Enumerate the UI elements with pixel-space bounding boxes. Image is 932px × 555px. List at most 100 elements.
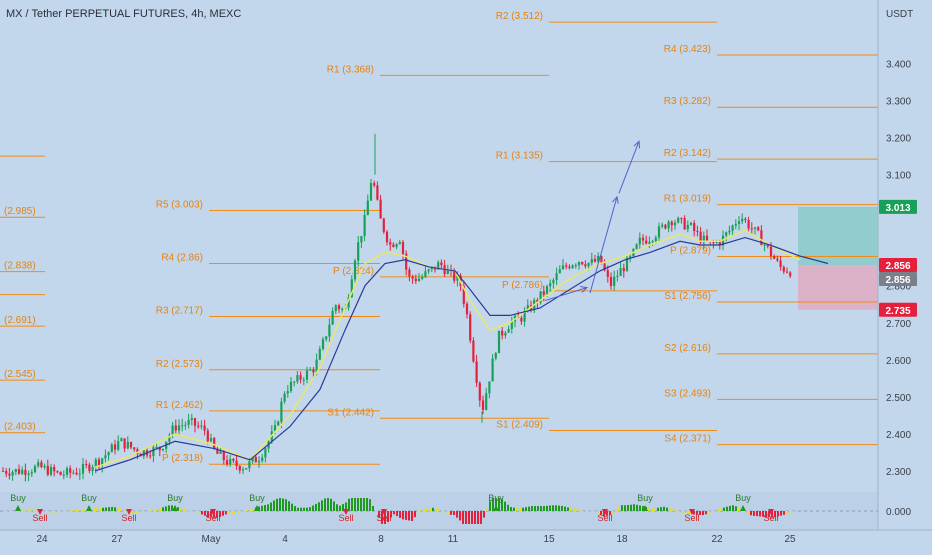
position-tool[interactable]: [798, 206, 878, 310]
oscillator-bar: [165, 506, 167, 511]
candle-body: [347, 297, 350, 308]
price-tick-label[interactable]: 2.500: [886, 393, 911, 404]
oscillator-bar: [150, 510, 152, 512]
price-tick-label[interactable]: 2.400: [886, 430, 911, 441]
pivot-label: (2.403): [4, 422, 36, 433]
pivot-label: P (2.824): [333, 266, 374, 277]
buy-signal-marker: [740, 505, 746, 511]
candle-body: [107, 452, 110, 456]
price-tick-label[interactable]: 2.700: [886, 319, 911, 330]
buy-signal-label: Buy: [637, 493, 653, 503]
candle-body: [206, 430, 209, 442]
oscillator-bar: [324, 498, 326, 511]
oscillator-bar: [219, 511, 221, 517]
price-tick-label[interactable]: 3.200: [886, 134, 911, 145]
position-stop-zone[interactable]: [798, 264, 878, 310]
pivot-label: R1 (3.019): [664, 194, 711, 205]
oscillator-bar: [675, 510, 677, 512]
candle-body: [574, 265, 577, 267]
candle-body: [385, 231, 389, 243]
candle-body: [235, 460, 238, 467]
oscillator-bar: [411, 511, 413, 522]
arrow-head[interactable]: [580, 286, 589, 293]
oscillator-bar: [678, 511, 680, 512]
candle-body: [785, 271, 789, 273]
pivot-levels: (2.985) (2.838) (2.691) (2.545) (2.403) R5 (3…: [0, 11, 878, 465]
oscillator-bar: [36, 510, 38, 512]
oscillator-zero-label: 0.000: [886, 507, 911, 518]
candle-body: [680, 217, 683, 219]
candle-body: [174, 425, 177, 431]
oscillator-bar: [501, 498, 503, 511]
candle-body: [619, 267, 622, 276]
candle-body: [683, 218, 686, 230]
time-axis[interactable]: 24 27 May 4 8 11 15 18 22 25: [0, 529, 932, 545]
oscillator-bar: [555, 505, 557, 511]
candle-body: [158, 446, 161, 451]
oscillator-bar: [279, 498, 281, 511]
oscillator-bar: [543, 506, 545, 511]
price-axis[interactable]: 3.400 3.300 3.200 3.100 2.800 2.700 2.600 2.500…: [877, 0, 911, 530]
price-tick-label[interactable]: 3.400: [886, 60, 911, 71]
position-target-zone[interactable]: [798, 206, 878, 265]
pivot-label: S4 (2.371): [664, 434, 711, 445]
candle-body: [453, 270, 456, 281]
oscillator-bar: [507, 504, 509, 511]
oscillator-bar: [654, 508, 656, 511]
date-tick-label[interactable]: 24: [36, 534, 48, 545]
oscillator-bar: [120, 509, 122, 511]
oscillator-bar: [366, 498, 368, 511]
oscillator-bar: [51, 511, 53, 513]
oscillator-bar: [195, 511, 197, 513]
price-tick-label[interactable]: 3.100: [886, 171, 911, 182]
date-tick-label[interactable]: 22: [711, 534, 723, 545]
oscillator-bar: [639, 505, 641, 511]
pivot-label: R3 (2.717): [156, 305, 203, 316]
arrow-line[interactable]: [589, 196, 618, 294]
candle-body: [113, 444, 117, 450]
candle-body: [59, 471, 62, 476]
oscillator-bar: [666, 507, 668, 511]
price-tags: 3.013 2.856 2.856 2.735: [879, 199, 917, 317]
oscillator-bar: [84, 509, 86, 511]
oscillator-bar: [258, 506, 260, 511]
drawn-arrows[interactable]: [544, 140, 641, 302]
candle-body: [568, 266, 571, 268]
date-tick-label[interactable]: 15: [543, 534, 555, 545]
date-tick-label[interactable]: 25: [784, 534, 796, 545]
date-tick-label[interactable]: 18: [616, 534, 628, 545]
date-tick-label[interactable]: 4: [282, 534, 288, 545]
oscillator-bar: [264, 505, 266, 511]
oscillator-bar: [537, 506, 539, 511]
oscillator-bar: [735, 506, 737, 511]
candle-body: [37, 462, 40, 467]
arrow-line[interactable]: [618, 141, 640, 194]
date-tick-label[interactable]: 11: [448, 534, 459, 545]
chart-title: MX / Tether PERPETUAL FUTURES, 4h, MEXC: [6, 8, 241, 20]
price-tick-label[interactable]: 2.600: [886, 356, 911, 367]
oscillator-bar: [240, 511, 242, 512]
oscillator-bar: [135, 511, 137, 514]
candle-body: [104, 455, 107, 459]
arrow-line[interactable]: [544, 287, 588, 302]
price-tick-label[interactable]: 2.800: [886, 282, 911, 293]
date-tick-label[interactable]: 8: [378, 534, 384, 545]
oscillator-bar: [699, 511, 701, 516]
oscillator-bar: [780, 511, 782, 516]
candle-body: [408, 269, 411, 277]
oscillator-bar: [573, 508, 575, 511]
candle-body: [747, 220, 750, 229]
date-tick-label[interactable]: May: [202, 534, 221, 545]
oscillator-bar: [396, 511, 398, 517]
oscillator-bar: [276, 498, 278, 511]
oscillator-bar: [108, 507, 110, 511]
arrow-head[interactable]: [611, 195, 619, 204]
candle-body: [475, 361, 478, 383]
date-tick-label[interactable]: 27: [111, 534, 123, 545]
oscillator-bar: [177, 507, 179, 511]
candle-body: [744, 218, 747, 221]
price-tick-label[interactable]: 2.300: [886, 467, 911, 478]
price-tick-label[interactable]: 3.300: [886, 97, 911, 108]
arrow-head[interactable]: [633, 140, 641, 149]
